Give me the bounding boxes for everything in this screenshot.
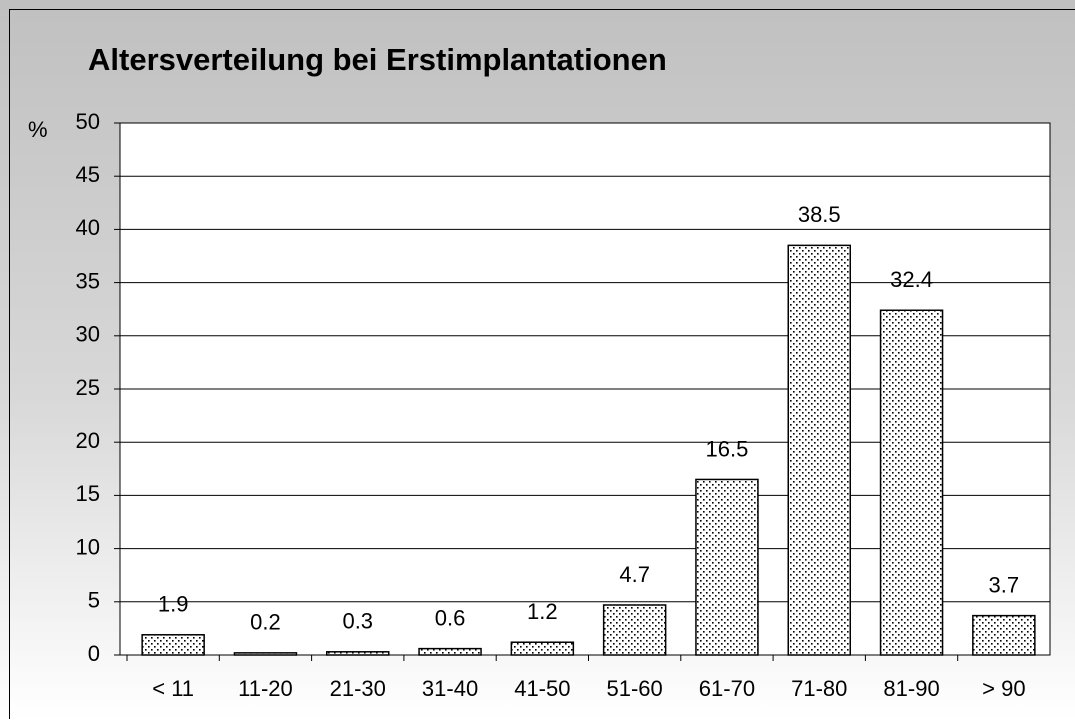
y-tick-label: 40 bbox=[76, 215, 100, 240]
y-tick-label: 0 bbox=[88, 641, 100, 666]
bar bbox=[327, 652, 389, 655]
x-tick-label: 51-60 bbox=[607, 676, 663, 701]
value-label: 1.9 bbox=[158, 592, 189, 617]
y-tick-label: 15 bbox=[76, 481, 100, 506]
value-label: 32.4 bbox=[890, 267, 933, 292]
bar bbox=[234, 653, 296, 655]
bar bbox=[604, 605, 666, 655]
x-tick-label: 41-50 bbox=[514, 676, 570, 701]
y-tick-label: 50 bbox=[76, 109, 100, 134]
y-tick-label: 5 bbox=[88, 588, 100, 613]
bar bbox=[788, 245, 850, 655]
bar bbox=[881, 310, 943, 655]
value-label: 4.7 bbox=[619, 562, 650, 587]
y-tick-label: 35 bbox=[76, 268, 100, 293]
value-label: 0.6 bbox=[435, 605, 466, 630]
bar bbox=[696, 479, 758, 655]
value-label: 16.5 bbox=[706, 436, 749, 461]
bar bbox=[973, 616, 1035, 655]
y-tick-label: 25 bbox=[76, 375, 100, 400]
chart-title: Altersverteilung bei Erstimplantationen bbox=[88, 42, 667, 77]
bar bbox=[142, 635, 204, 655]
value-label: 1.2 bbox=[527, 599, 558, 624]
y-tick-label: 45 bbox=[76, 162, 100, 187]
x-tick-label: 21-30 bbox=[330, 676, 386, 701]
y-tick-label: 30 bbox=[76, 322, 100, 347]
bar bbox=[419, 649, 481, 655]
value-label: 38.5 bbox=[798, 202, 841, 227]
value-label: 0.2 bbox=[250, 610, 281, 635]
x-tick-label: 11-20 bbox=[238, 676, 293, 701]
x-tick-label: 81-90 bbox=[883, 676, 939, 701]
x-tick-label: 61-70 bbox=[699, 676, 755, 701]
bar bbox=[511, 642, 573, 655]
x-tick-label: 71-80 bbox=[791, 676, 847, 701]
x-tick-label: > 90 bbox=[982, 676, 1025, 701]
y-axis-label: % bbox=[28, 117, 48, 142]
x-tick-label: 31-40 bbox=[422, 676, 478, 701]
x-tick-label: < 11 bbox=[152, 676, 194, 701]
y-tick-label: 10 bbox=[76, 534, 100, 559]
y-tick-label: 20 bbox=[76, 428, 100, 453]
value-label: 3.7 bbox=[989, 572, 1020, 597]
value-label: 0.3 bbox=[342, 609, 373, 634]
